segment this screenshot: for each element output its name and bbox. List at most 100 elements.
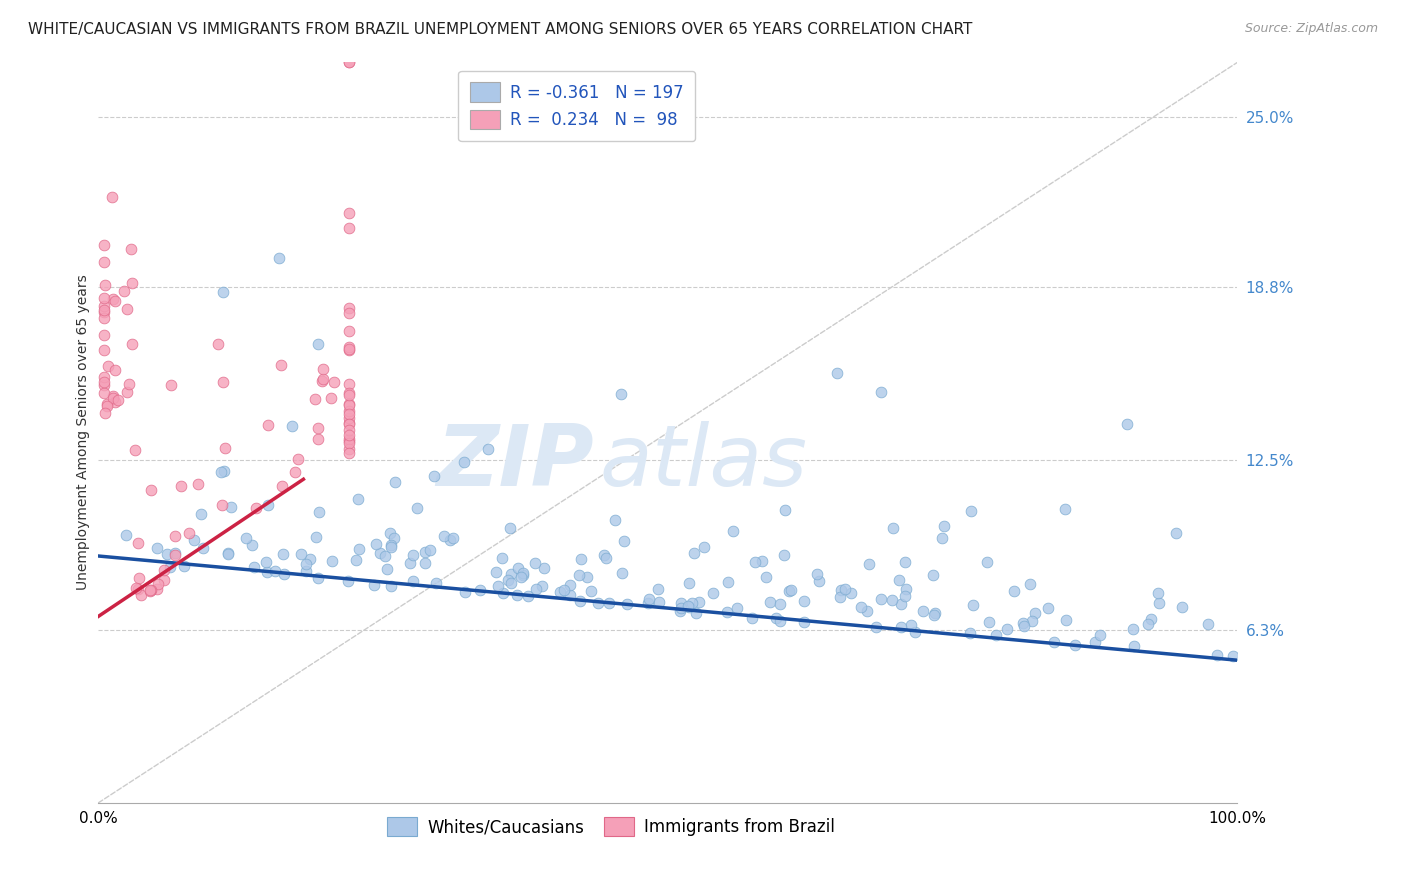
Point — [1018, 577, 1040, 591]
Point — [146, 577, 169, 591]
Point — [685, 606, 707, 620]
Point — [1054, 613, 1077, 627]
Point — [163, 548, 186, 562]
Point — [931, 531, 953, 545]
Point — [433, 528, 456, 542]
Point — [1088, 628, 1111, 642]
Point — [669, 601, 692, 615]
Point — [671, 596, 693, 610]
Point — [93, 385, 115, 400]
Point — [118, 377, 141, 392]
Point — [995, 622, 1018, 636]
Point — [337, 442, 360, 457]
Point — [517, 589, 540, 603]
Point — [337, 388, 360, 402]
Point — [669, 604, 692, 618]
Point — [492, 586, 515, 600]
Point — [793, 594, 815, 608]
Point — [337, 343, 360, 357]
Point — [531, 579, 554, 593]
Point — [94, 406, 117, 420]
Point — [337, 301, 360, 315]
Point — [496, 573, 519, 587]
Point — [337, 436, 360, 450]
Point — [337, 433, 360, 447]
Point — [217, 546, 239, 560]
Point — [173, 559, 195, 574]
Point — [612, 566, 634, 580]
Point — [312, 361, 335, 376]
Point — [254, 555, 277, 569]
Point — [337, 416, 360, 430]
Point — [311, 374, 333, 388]
Point — [190, 507, 212, 521]
Point — [849, 599, 872, 614]
Point — [904, 624, 927, 639]
Point — [769, 597, 792, 611]
Point — [568, 568, 591, 582]
Point — [678, 576, 700, 591]
Point — [368, 546, 391, 560]
Point — [524, 556, 547, 570]
Point — [129, 588, 152, 602]
Point — [270, 358, 292, 372]
Point — [825, 366, 848, 380]
Point — [894, 589, 917, 603]
Point — [307, 433, 329, 447]
Point — [533, 560, 555, 574]
Point — [93, 291, 115, 305]
Point — [209, 465, 232, 479]
Point — [505, 588, 527, 602]
Point — [337, 398, 360, 412]
Point — [453, 455, 475, 469]
Point — [323, 375, 346, 389]
Point — [337, 423, 360, 437]
Point — [744, 555, 766, 569]
Point — [290, 547, 312, 561]
Point — [304, 530, 326, 544]
Point — [337, 343, 360, 357]
Point — [1205, 648, 1227, 662]
Point — [295, 564, 318, 578]
Point — [380, 540, 402, 554]
Point — [755, 570, 778, 584]
Point — [772, 548, 794, 562]
Point — [127, 582, 149, 597]
Point — [243, 560, 266, 574]
Point — [127, 535, 149, 549]
Point — [145, 582, 167, 597]
Point — [399, 556, 422, 570]
Point — [769, 614, 792, 628]
Point — [890, 620, 912, 634]
Point — [211, 499, 233, 513]
Point — [221, 500, 243, 514]
Point — [337, 397, 360, 411]
Point — [170, 479, 193, 493]
Point — [603, 513, 626, 527]
Point — [312, 372, 335, 386]
Point — [93, 376, 115, 390]
Point — [506, 561, 529, 575]
Point — [741, 610, 763, 624]
Point — [375, 562, 398, 576]
Point — [163, 529, 186, 543]
Point — [716, 574, 738, 589]
Point — [207, 336, 229, 351]
Point — [337, 386, 360, 401]
Point — [146, 541, 169, 555]
Point — [112, 285, 135, 299]
Point — [1063, 638, 1085, 652]
Point — [380, 525, 402, 540]
Point — [807, 574, 830, 588]
Point — [344, 553, 367, 567]
Point — [269, 251, 291, 265]
Point — [759, 594, 782, 608]
Point — [308, 504, 330, 518]
Point — [793, 615, 815, 630]
Point — [765, 611, 787, 625]
Point — [93, 343, 115, 357]
Legend: Whites/Caucasians, Immigrants from Brazil: Whites/Caucasians, Immigrants from Brazi… — [377, 807, 845, 847]
Text: ZIP: ZIP — [436, 421, 593, 504]
Point — [374, 549, 396, 564]
Point — [124, 582, 146, 596]
